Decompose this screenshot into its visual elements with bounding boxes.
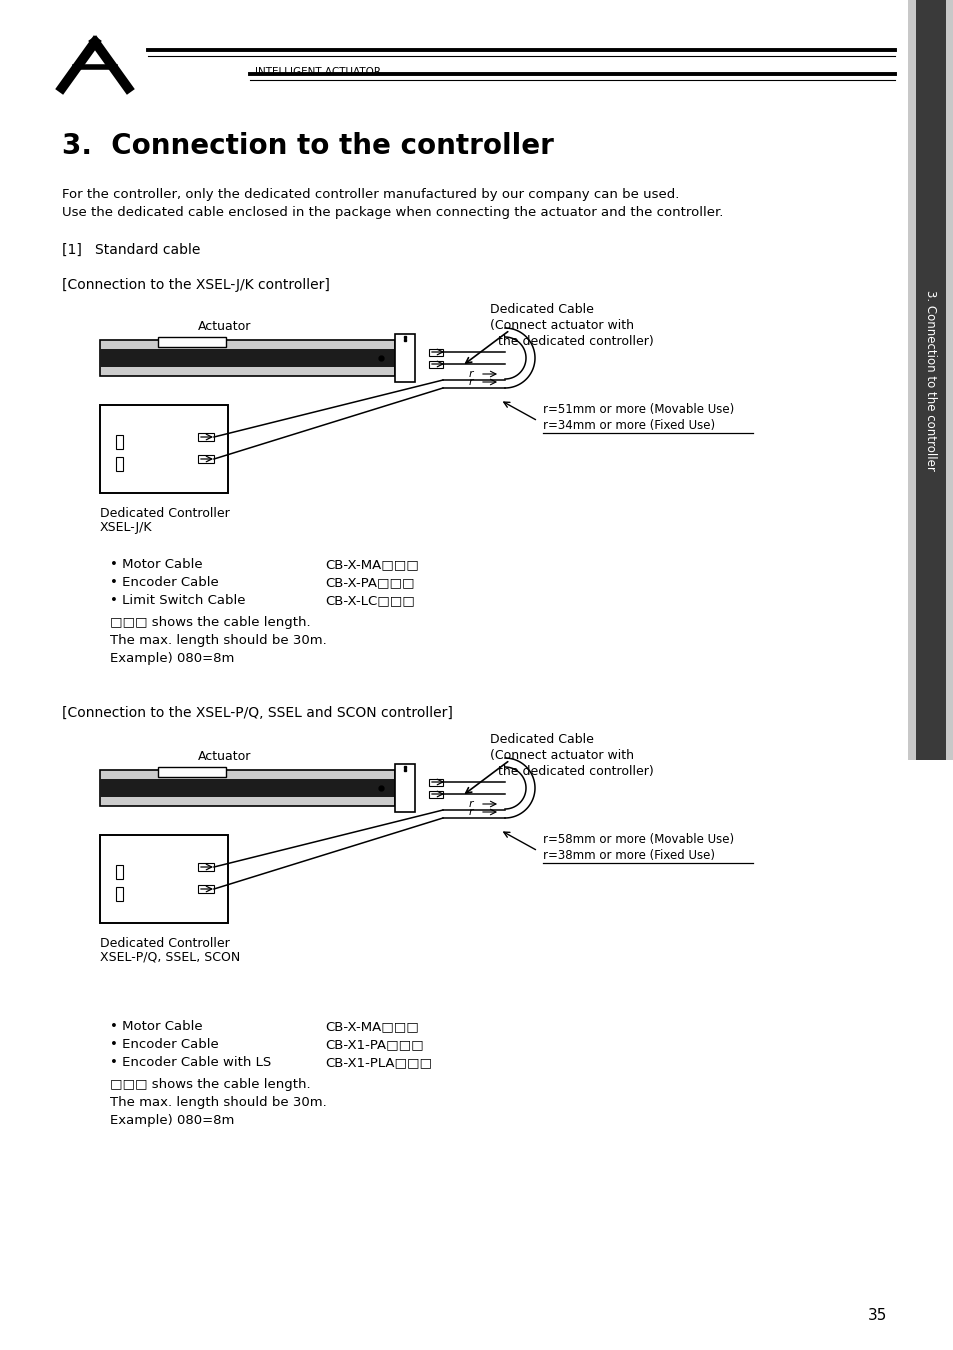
Text: • Encoder Cable: • Encoder Cable: [110, 576, 218, 589]
Text: • Motor Cable: • Motor Cable: [110, 558, 202, 571]
Bar: [907, 0, 953, 760]
Text: 35: 35: [867, 1308, 886, 1323]
Text: Actuator: Actuator: [198, 320, 251, 333]
Text: r: r: [469, 369, 473, 379]
Text: XSEL-P/Q, SSEL, SCON: XSEL-P/Q, SSEL, SCON: [100, 950, 240, 964]
Text: Example) 080=8m: Example) 080=8m: [110, 652, 234, 666]
Text: • Encoder Cable with LS: • Encoder Cable with LS: [110, 1056, 271, 1069]
Text: Dedicated Controller: Dedicated Controller: [100, 937, 230, 950]
Bar: [116, 887, 123, 900]
Text: the dedicated controller): the dedicated controller): [490, 335, 653, 348]
Text: r: r: [469, 799, 473, 809]
Text: CB-X-LC□□□: CB-X-LC□□□: [325, 594, 415, 608]
Bar: [158, 767, 226, 778]
Bar: [429, 791, 442, 798]
Bar: [116, 458, 123, 471]
Text: CB-X-PA□□□: CB-X-PA□□□: [325, 576, 414, 589]
Bar: [198, 863, 213, 871]
Bar: [100, 340, 395, 377]
Text: • Limit Switch Cable: • Limit Switch Cable: [110, 594, 245, 608]
Bar: [198, 455, 213, 463]
Text: □□□ shows the cable length.: □□□ shows the cable length.: [110, 1079, 311, 1091]
Text: [Connection to the XSEL-J/K controller]: [Connection to the XSEL-J/K controller]: [62, 278, 330, 292]
Text: 3.  Connection to the controller: 3. Connection to the controller: [62, 132, 554, 161]
Text: □□□ shows the cable length.: □□□ shows the cable length.: [110, 616, 311, 629]
Bar: [429, 360, 442, 367]
Bar: [429, 348, 442, 355]
Text: Example) 080=8m: Example) 080=8m: [110, 1114, 234, 1127]
Text: (Connect actuator with: (Connect actuator with: [490, 749, 634, 761]
Text: Dedicated Cable: Dedicated Cable: [490, 302, 594, 316]
Bar: [100, 836, 228, 923]
Text: r=38mm or more (Fixed Use): r=38mm or more (Fixed Use): [542, 849, 714, 863]
Bar: [198, 433, 213, 441]
Text: For the controller, only the dedicated controller manufactured by our company ca: For the controller, only the dedicated c…: [62, 188, 679, 201]
Text: CB-X-MA□□□: CB-X-MA□□□: [325, 558, 418, 571]
Text: r=51mm or more (Movable Use): r=51mm or more (Movable Use): [542, 404, 734, 416]
Bar: [429, 779, 442, 786]
Text: r=34mm or more (Fixed Use): r=34mm or more (Fixed Use): [542, 418, 715, 432]
Text: (Connect actuator with: (Connect actuator with: [490, 319, 634, 332]
Text: r: r: [469, 377, 473, 387]
Text: Dedicated Controller: Dedicated Controller: [100, 508, 230, 520]
Bar: [395, 764, 415, 811]
Text: CB-X1-PLA□□□: CB-X1-PLA□□□: [325, 1056, 432, 1069]
Bar: [100, 779, 395, 796]
Text: 3. Connection to the controller: 3. Connection to the controller: [923, 289, 937, 470]
Text: • Encoder Cable: • Encoder Cable: [110, 1038, 218, 1052]
Bar: [158, 338, 226, 347]
Bar: [915, 0, 945, 760]
Text: INTELLIGENT ACTUATOR: INTELLIGENT ACTUATOR: [254, 68, 380, 77]
Text: the dedicated controller): the dedicated controller): [490, 765, 653, 778]
Bar: [100, 769, 395, 806]
Text: CB-X1-PA□□□: CB-X1-PA□□□: [325, 1038, 423, 1052]
Text: Use the dedicated cable enclosed in the package when connecting the actuator and: Use the dedicated cable enclosed in the …: [62, 207, 722, 219]
Text: Actuator: Actuator: [198, 751, 251, 763]
Text: XSEL-J/K: XSEL-J/K: [100, 521, 152, 535]
Text: Dedicated Cable: Dedicated Cable: [490, 733, 594, 747]
Text: [1]   Standard cable: [1] Standard cable: [62, 243, 200, 256]
Bar: [100, 350, 395, 367]
Text: r: r: [469, 807, 473, 817]
Text: r=58mm or more (Movable Use): r=58mm or more (Movable Use): [542, 833, 734, 846]
Text: • Motor Cable: • Motor Cable: [110, 1021, 202, 1033]
Bar: [116, 435, 123, 450]
Bar: [395, 333, 415, 382]
Bar: [100, 405, 228, 493]
Text: The max. length should be 30m.: The max. length should be 30m.: [110, 1096, 327, 1108]
Bar: [198, 886, 213, 892]
Text: The max. length should be 30m.: The max. length should be 30m.: [110, 634, 327, 647]
Bar: [116, 865, 123, 879]
Text: CB-X-MA□□□: CB-X-MA□□□: [325, 1021, 418, 1033]
Text: [Connection to the XSEL-P/Q, SSEL and SCON controller]: [Connection to the XSEL-P/Q, SSEL and SC…: [62, 706, 453, 720]
